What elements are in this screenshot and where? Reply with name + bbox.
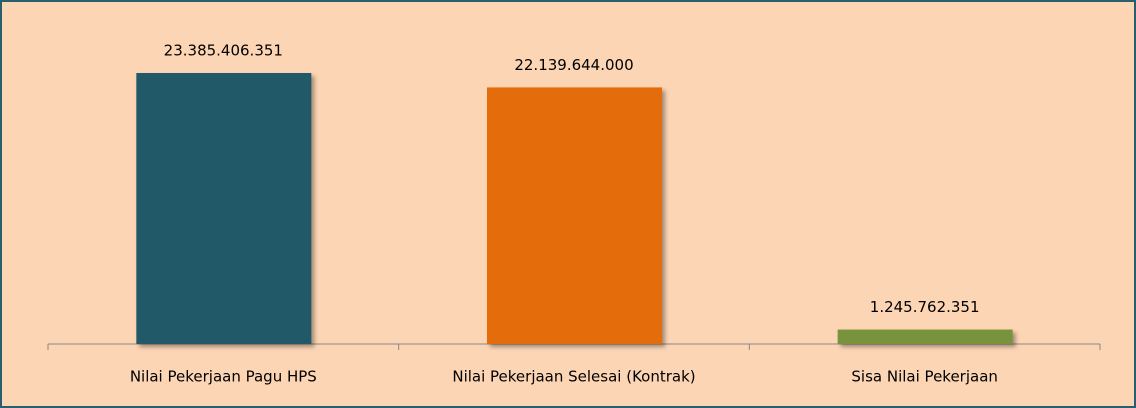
x-tick-label: Nilai Pekerjaan Selesai (Kontrak) <box>452 368 695 386</box>
data-label: 23.385.406.351 <box>164 42 283 60</box>
data-label: 22.139.644.000 <box>514 56 633 74</box>
data-label: 1.245.762.351 <box>870 298 980 316</box>
bar <box>136 73 312 344</box>
x-tick-label: Sisa Nilai Pekerjaan <box>851 368 998 386</box>
bar <box>487 87 662 344</box>
x-tick-label: Nilai Pekerjaan Pagu HPS <box>130 368 317 386</box>
bar <box>837 329 1013 344</box>
